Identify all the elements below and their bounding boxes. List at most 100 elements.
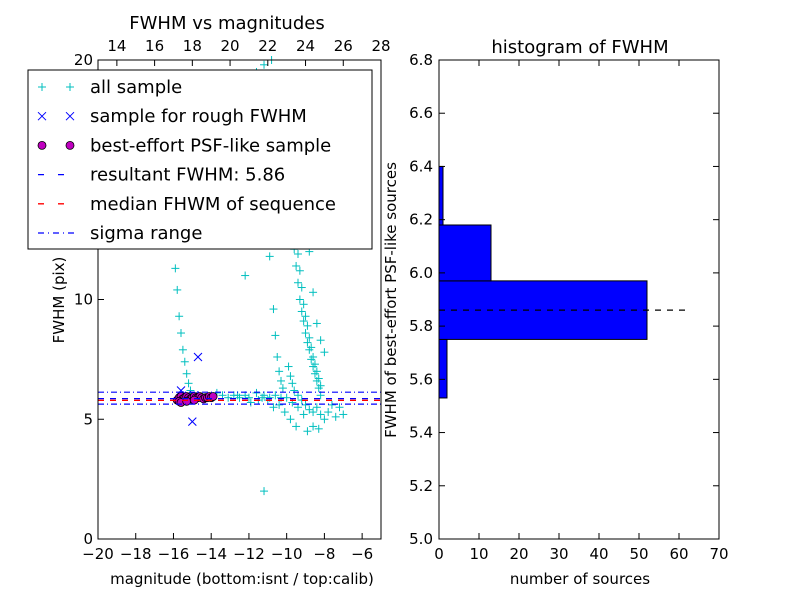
left-y-axis-label: FWHM (pix) — [50, 257, 68, 344]
rough-fwhm-point — [187, 417, 197, 426]
legend-circle-icon — [37, 140, 47, 150]
y-tick-label: 6.8 — [409, 51, 433, 69]
legend-x-icon — [65, 111, 75, 121]
top-tick-label: 14 — [107, 37, 126, 55]
all-sample-point — [305, 333, 314, 342]
all-sample-point — [180, 357, 189, 366]
all-sample-point — [290, 386, 299, 395]
x-stroke — [37, 111, 47, 121]
all-sample-point — [314, 374, 323, 383]
y-tick-label: 5.8 — [409, 317, 433, 335]
all-sample-point — [275, 400, 284, 409]
all-sample-point — [224, 393, 233, 402]
all-sample-point — [278, 384, 287, 393]
all-sample-point — [293, 278, 302, 287]
fwhm-vs-magnitude-chart: FWHM vs magnitudes −20 −18 −16 −14 −12 −10 −8−… — [27, 13, 391, 588]
all-sample-point — [301, 329, 310, 338]
all-sample-point — [312, 403, 321, 412]
legend-label: sample for rough FWHM — [90, 106, 307, 127]
x-stroke — [65, 111, 75, 121]
left-x-axis-label: magnitude (bottom:isnt / top:calib) — [110, 570, 374, 588]
y-tick-label: 0 — [83, 530, 93, 548]
all-sample-point — [299, 410, 308, 419]
legend-plus-icon — [66, 83, 74, 91]
all-sample-point — [286, 415, 295, 424]
histogram-bar — [438, 280, 648, 340]
x-tick-label: −10 — [271, 545, 303, 563]
all-sample-point — [295, 295, 304, 304]
all-sample-point — [293, 249, 302, 258]
all-sample-point — [292, 261, 301, 270]
x-tick-label: 20 — [509, 545, 528, 563]
fwhm-histogram-chart: histogram of FWHM 0 10 20 30 40 50 60 70 5.0 5.2… — [382, 37, 729, 588]
all-sample-point — [244, 393, 253, 402]
all-sample-point — [309, 288, 318, 297]
right-y-axis-label: FWHM of best-effort PSF-like sources — [382, 162, 400, 438]
all-sample-point — [184, 379, 193, 388]
x-tick-label: 40 — [589, 545, 608, 563]
y-tick-label: 6.0 — [409, 264, 433, 282]
all-sample-point — [314, 424, 323, 433]
all-sample-point — [271, 331, 280, 340]
all-sample-point — [297, 307, 306, 316]
rough-fwhm-point — [193, 352, 203, 362]
all-sample-point — [271, 391, 280, 400]
all-sample-point — [309, 422, 318, 431]
y-tick-label: 20 — [74, 51, 93, 69]
all-sample-point — [299, 317, 308, 326]
histogram-bar — [438, 224, 492, 282]
all-sample-point — [297, 283, 306, 292]
y-tick-label: 5.4 — [409, 424, 433, 442]
all-sample-point — [171, 264, 180, 273]
legend-label: all sample — [90, 77, 182, 98]
all-sample-point — [275, 367, 284, 376]
all-sample-point — [260, 391, 269, 400]
all-sample-point — [312, 367, 321, 376]
all-sample-point — [288, 379, 297, 388]
legend-circle-icon — [65, 140, 75, 150]
x-tick-label: 30 — [549, 545, 568, 563]
all-sample-point — [246, 398, 255, 407]
all-sample-point — [307, 343, 316, 352]
top-tick-label: 24 — [296, 37, 315, 55]
all-sample-point — [339, 410, 348, 419]
legend: all sample sample for rough FWHM best-effo… — [27, 69, 373, 250]
x-tick-label: −12 — [233, 545, 265, 563]
all-sample-point — [178, 345, 187, 354]
all-sample-point — [177, 329, 186, 338]
all-sample-point — [301, 312, 310, 321]
right-x-axis-ticks: 0 10 20 30 40 50 60 70 — [434, 60, 729, 563]
left-chart-title: FWHM vs magnitudes — [129, 13, 324, 34]
y-tick-label: 5.2 — [409, 477, 433, 495]
all-sample-point — [316, 336, 325, 345]
x-stroke — [187, 417, 197, 426]
legend-label: sigma range — [90, 223, 202, 244]
x-stroke — [193, 352, 203, 362]
y-tick-label: 5 — [83, 410, 93, 428]
x-tick-label: −18 — [120, 545, 152, 563]
all-sample-point — [292, 422, 301, 431]
left-y-axis-ticks: 0 5 10 20 — [74, 51, 104, 548]
legend-label: best-effort PSF-like sample — [90, 135, 331, 156]
x-tick-label: 60 — [669, 545, 688, 563]
all-sample-point — [269, 403, 278, 412]
all-sample-point — [316, 410, 325, 419]
all-sample-point — [303, 338, 312, 347]
x-tick-label: −8 — [313, 545, 335, 563]
all-sample-point — [273, 352, 282, 361]
x-tick-label: 10 — [469, 545, 488, 563]
all-sample-point — [301, 400, 310, 409]
y-tick-label: 10 — [74, 291, 93, 309]
top-tick-label: 28 — [371, 37, 390, 55]
x-tick-label: 0 — [434, 545, 444, 563]
all-sample-point — [260, 487, 269, 496]
x-tick-label: −16 — [158, 545, 190, 563]
all-sample-point — [277, 376, 286, 385]
all-sample-point — [218, 391, 227, 400]
x-tick-label: −14 — [195, 545, 227, 563]
all-sample-point — [186, 386, 195, 395]
histogram-bar — [438, 338, 448, 399]
all-sample-point — [320, 348, 329, 357]
histogram-bar — [438, 165, 444, 226]
